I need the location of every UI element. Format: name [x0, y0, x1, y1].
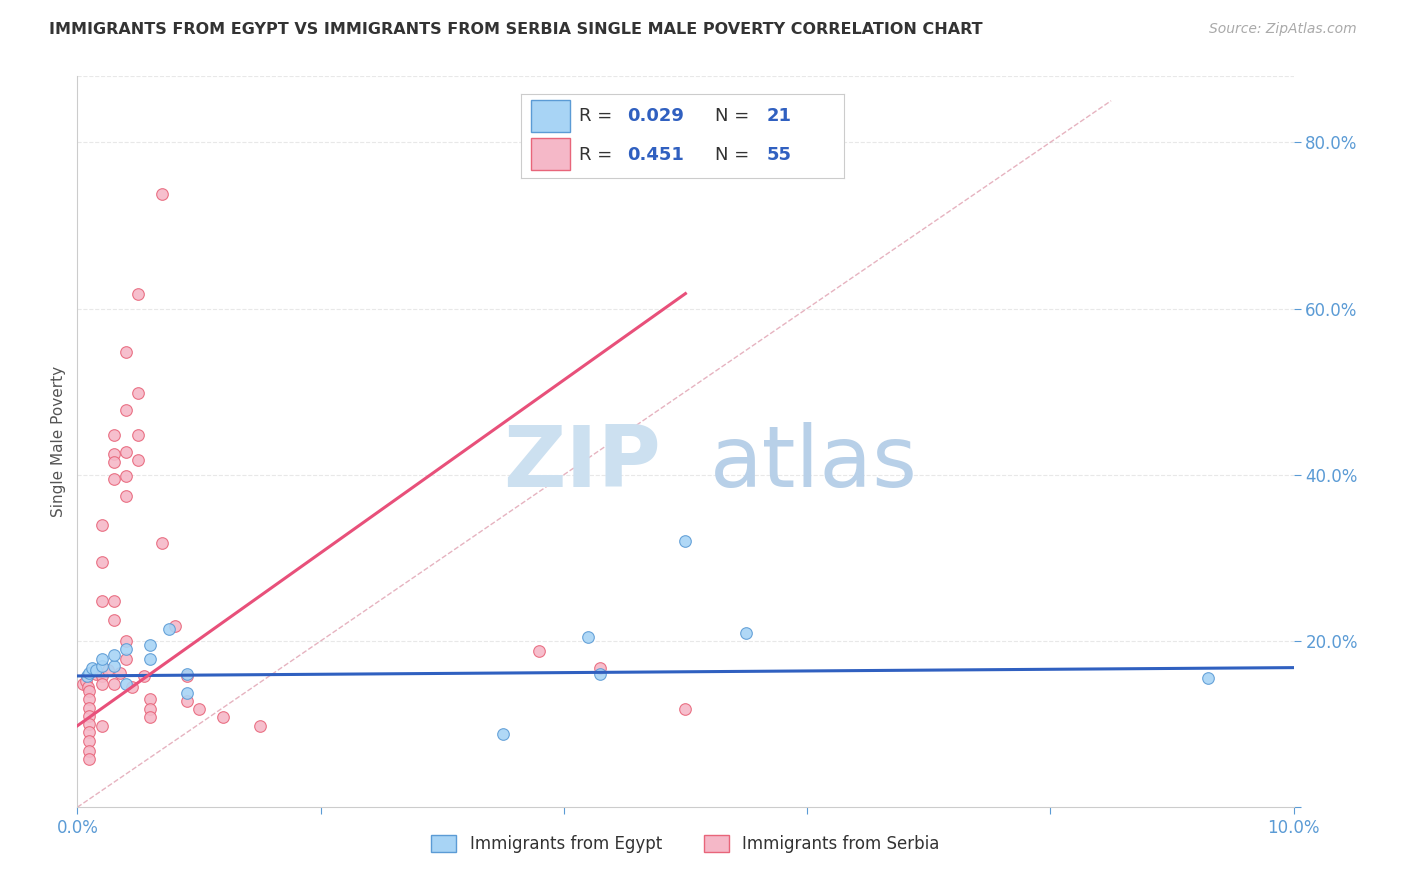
Point: [79, 700, 101, 714]
Point: [115, 677, 138, 691]
Y-axis label: Single Male Poverty: Single Male Poverty: [51, 366, 66, 517]
Point: [163, 619, 186, 633]
Point: [115, 469, 138, 483]
Point: [115, 634, 138, 648]
Point: [115, 489, 138, 503]
Point: [90, 594, 112, 608]
Point: [176, 667, 198, 681]
Point: [90, 677, 112, 691]
Point: [79, 708, 101, 723]
Point: [176, 669, 198, 683]
Point: [157, 622, 180, 636]
Legend: Immigrants from Egypt, Immigrants from Serbia: Immigrants from Egypt, Immigrants from S…: [423, 826, 948, 861]
Point: [90, 719, 112, 733]
Text: atlas: atlas: [710, 422, 918, 505]
Point: [90, 555, 112, 569]
Point: [115, 444, 138, 458]
Point: [79, 752, 101, 766]
Point: [139, 692, 162, 706]
Point: [97, 663, 120, 677]
Point: [139, 638, 162, 652]
Point: [77, 680, 100, 694]
Point: [115, 344, 138, 359]
Point: [103, 472, 125, 486]
Point: [127, 428, 149, 442]
Point: [492, 727, 515, 741]
Point: [152, 536, 174, 550]
Point: [84, 667, 107, 681]
Point: [675, 702, 697, 716]
Text: IMMIGRANTS FROM EGYPT VS IMMIGRANTS FROM SERBIA SINGLE MALE POVERTY CORRELATION : IMMIGRANTS FROM EGYPT VS IMMIGRANTS FROM…: [49, 22, 983, 37]
Point: [139, 702, 162, 716]
Point: [103, 613, 125, 627]
Point: [90, 652, 112, 666]
Point: [576, 630, 599, 644]
Point: [249, 719, 271, 733]
Point: [127, 452, 149, 467]
Point: [90, 659, 112, 673]
Point: [134, 669, 156, 683]
Point: [103, 594, 125, 608]
Point: [176, 685, 198, 699]
Point: [103, 677, 125, 691]
Point: [103, 428, 125, 442]
Point: [589, 667, 612, 681]
Point: [90, 517, 112, 532]
Point: [589, 660, 612, 674]
Point: [127, 286, 149, 301]
Point: [75, 673, 97, 688]
Point: [72, 677, 94, 691]
Point: [152, 186, 174, 201]
Point: [79, 744, 101, 758]
Point: [80, 660, 103, 674]
Point: [115, 652, 138, 666]
Point: [127, 386, 149, 401]
Text: ZIP: ZIP: [503, 422, 661, 505]
Point: [79, 725, 101, 739]
Point: [139, 710, 162, 724]
Point: [176, 694, 198, 708]
Point: [90, 669, 112, 683]
Point: [188, 702, 211, 716]
Point: [79, 733, 101, 747]
Point: [735, 625, 758, 640]
Point: [103, 648, 125, 662]
Point: [76, 669, 98, 683]
Point: [675, 534, 697, 549]
Point: [212, 710, 235, 724]
Point: [79, 684, 101, 698]
Point: [79, 665, 101, 680]
Point: [108, 665, 131, 680]
Point: [115, 642, 138, 657]
Point: [115, 403, 138, 417]
Text: Source: ZipAtlas.com: Source: ZipAtlas.com: [1209, 22, 1357, 37]
Point: [79, 717, 101, 731]
Point: [79, 692, 101, 706]
Point: [103, 659, 125, 673]
Point: [103, 447, 125, 461]
Point: [529, 644, 551, 658]
Point: [139, 652, 162, 666]
Point: [121, 680, 143, 694]
Point: [103, 455, 125, 469]
Point: [84, 663, 107, 677]
Point: [1197, 672, 1219, 686]
